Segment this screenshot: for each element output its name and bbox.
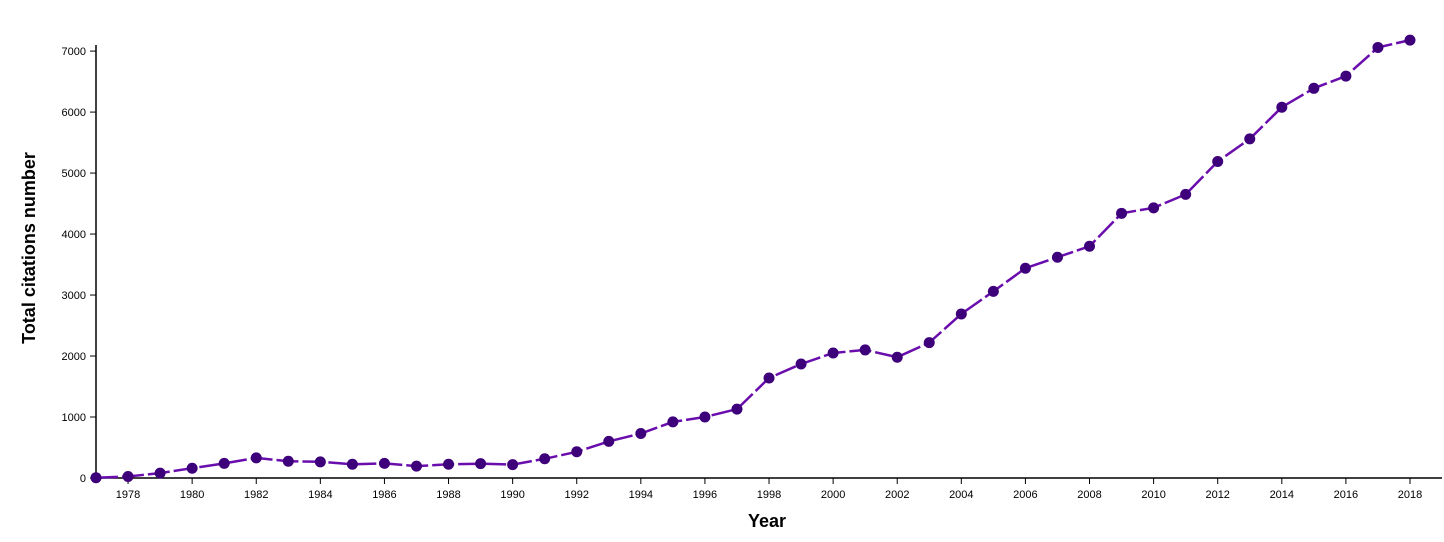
data-point xyxy=(731,403,743,415)
x-tick-label: 1982 xyxy=(244,489,268,501)
x-tick-label: 2018 xyxy=(1398,489,1422,501)
data-point xyxy=(282,455,294,467)
y-axis-ticks: 0 1000 2000 3000 4000 5000 6000 7000 xyxy=(62,46,96,485)
y-tick-label: 2000 xyxy=(62,351,86,363)
data-point xyxy=(667,416,679,428)
y-axis-title: Total citations number xyxy=(19,152,39,344)
data-point xyxy=(1244,133,1256,145)
x-tick-label: 1984 xyxy=(308,489,332,501)
data-point xyxy=(1051,251,1063,263)
x-tick-label: 2006 xyxy=(1013,489,1037,501)
data-point xyxy=(955,308,967,320)
data-point xyxy=(410,460,422,472)
data-point xyxy=(1116,207,1128,219)
data-point xyxy=(635,427,647,439)
data-point xyxy=(250,452,262,464)
x-tick-label: 2016 xyxy=(1334,489,1358,501)
data-point xyxy=(795,358,807,370)
x-tick-label: 2004 xyxy=(949,489,973,501)
x-axis-ticks: 1978 1980 1982 1984 1986 1988 1990 1992 1994 1996… xyxy=(116,478,1422,501)
y-tick-label: 6000 xyxy=(62,107,86,119)
data-point xyxy=(1308,82,1320,94)
data-point xyxy=(571,446,583,458)
y-tick-label: 7000 xyxy=(62,46,86,58)
x-tick-label: 2014 xyxy=(1270,489,1294,501)
data-point xyxy=(987,285,999,297)
x-tick-label: 1996 xyxy=(693,489,717,501)
data-point xyxy=(1148,202,1160,214)
x-tick-label: 1986 xyxy=(372,489,396,501)
x-tick-label: 1978 xyxy=(116,489,140,501)
data-point xyxy=(699,411,711,423)
data-point xyxy=(1084,240,1096,252)
y-tick-label: 4000 xyxy=(62,229,86,241)
data-points xyxy=(90,34,1416,484)
data-point xyxy=(122,470,134,482)
data-point xyxy=(314,456,326,468)
series-line xyxy=(95,38,1411,479)
x-tick-label: 1988 xyxy=(436,489,460,501)
x-axis-title: Year xyxy=(748,511,786,531)
y-tick-label: 0 xyxy=(80,473,86,485)
data-point xyxy=(859,344,871,356)
data-point xyxy=(763,372,775,384)
data-point xyxy=(475,458,487,470)
data-point xyxy=(1276,101,1288,113)
data-point xyxy=(1340,70,1352,82)
data-point xyxy=(891,351,903,363)
data-point xyxy=(603,435,615,447)
x-tick-label: 1990 xyxy=(500,489,524,501)
y-tick-label: 3000 xyxy=(62,290,86,302)
data-point xyxy=(1372,41,1384,53)
data-point xyxy=(218,457,230,469)
x-tick-label: 1992 xyxy=(564,489,588,501)
x-tick-label: 2002 xyxy=(885,489,909,501)
data-point xyxy=(827,347,839,359)
data-point xyxy=(90,472,102,484)
x-tick-label: 2000 xyxy=(821,489,845,501)
data-point xyxy=(186,462,198,474)
data-point xyxy=(1180,188,1192,200)
data-point xyxy=(346,458,358,470)
y-tick-label: 5000 xyxy=(62,168,86,180)
data-point xyxy=(1212,155,1224,167)
x-tick-label: 2008 xyxy=(1077,489,1101,501)
data-point xyxy=(1019,262,1031,274)
data-point xyxy=(378,457,390,469)
data-point xyxy=(154,467,166,479)
data-point xyxy=(1404,34,1416,46)
data-point xyxy=(923,337,935,349)
data-point xyxy=(507,459,519,471)
x-tick-label: 2012 xyxy=(1205,489,1229,501)
x-tick-label: 2010 xyxy=(1141,489,1165,501)
y-tick-label: 1000 xyxy=(62,412,86,424)
data-point xyxy=(443,458,455,470)
data-point xyxy=(539,453,551,465)
x-tick-label: 1994 xyxy=(629,489,653,501)
x-tick-label: 1998 xyxy=(757,489,781,501)
x-tick-label: 1980 xyxy=(180,489,204,501)
